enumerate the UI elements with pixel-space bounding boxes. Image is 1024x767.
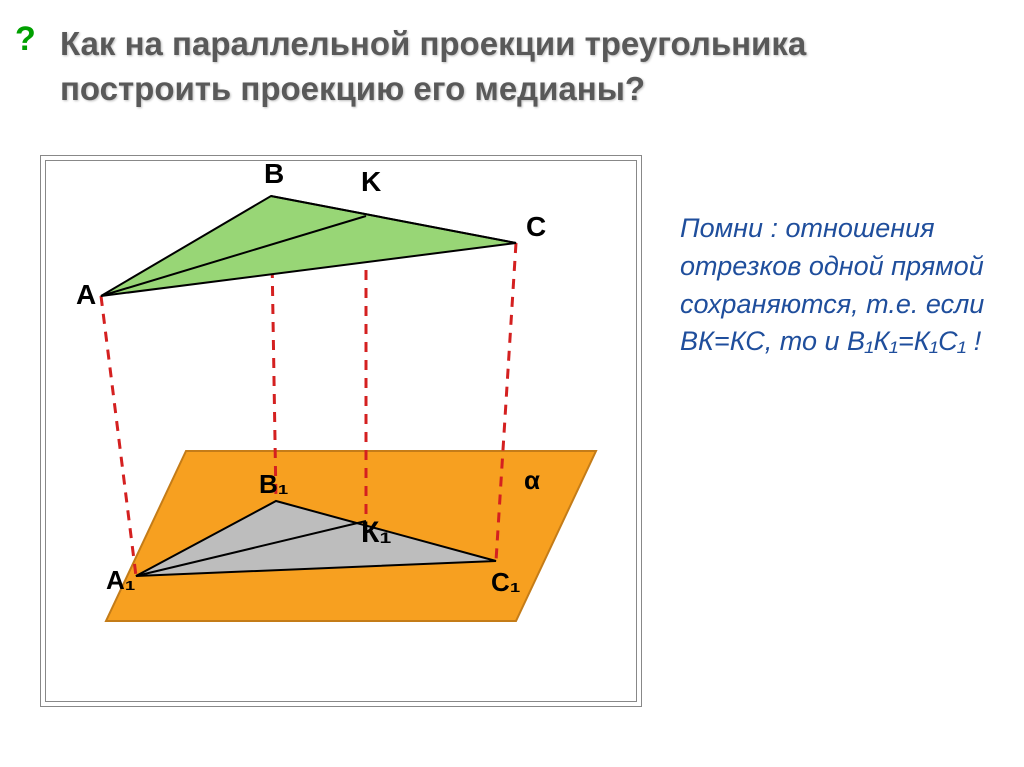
side-note-text: Помни : отношения отрезков одной прямой … — [680, 213, 984, 356]
svg-text:A: A — [76, 279, 96, 310]
side-note: Помни : отношения отрезков одной прямой … — [680, 210, 994, 361]
svg-text:C₁: C₁ — [491, 567, 521, 597]
label-K1: К₁ — [361, 516, 392, 550]
slide-title: Как на параллельной проекции треугольник… — [60, 22, 984, 111]
diagram-frame: A B K C A₁ B₁ C₁ α К₁ — [40, 155, 642, 707]
svg-text:A₁: A₁ — [106, 565, 136, 595]
svg-text:B₁: B₁ — [259, 469, 289, 499]
diagram-inner-frame: A B K C A₁ B₁ C₁ α К₁ — [45, 160, 637, 702]
title-line-1: Как на параллельной проекции треугольник… — [60, 22, 984, 67]
question-mark-text: ? — [15, 20, 36, 58]
question-mark: ? — [15, 20, 36, 59]
title-line-2: построить проекцию его медианы? — [60, 67, 984, 112]
svg-text:C: C — [526, 211, 546, 242]
projection-diagram: A B K C A₁ B₁ C₁ α — [46, 161, 636, 701]
svg-text:B: B — [264, 161, 284, 189]
svg-text:K: K — [361, 166, 381, 197]
svg-text:α: α — [524, 465, 540, 495]
